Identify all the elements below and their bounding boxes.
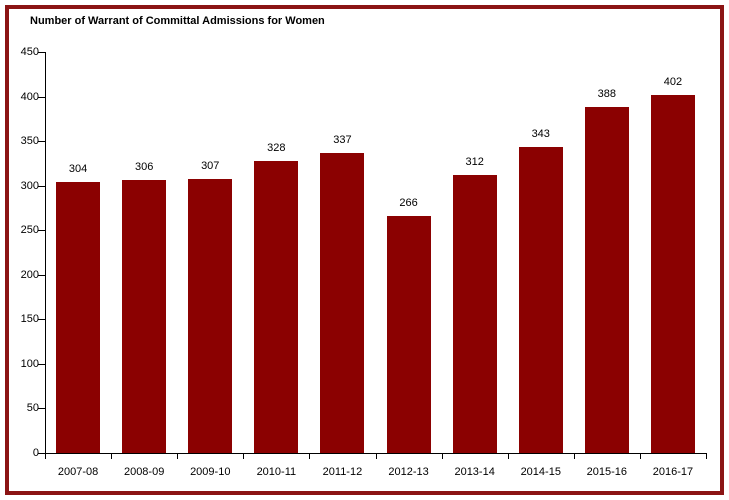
bar [320,152,365,453]
y-axis-label: 450 [20,46,39,58]
y-axis-line [45,52,46,454]
bar-value-label: 312 [465,155,484,168]
y-axis-tick [38,319,45,321]
y-axis-tick [38,185,45,187]
y-axis-tick [38,52,45,53]
bar [188,179,233,453]
y-axis-tick [38,141,45,143]
bar [650,94,695,453]
bar-value-label: 388 [597,88,617,101]
x-axis-tick [309,453,311,459]
x-axis-label: 2009-10 [190,466,231,478]
bar [386,215,431,453]
bar [584,107,629,453]
x-axis-tick [706,453,707,459]
bar-value-label: 306 [134,161,154,174]
y-axis-label: 350 [20,135,39,148]
x-axis-label: 2010-11 [256,466,297,478]
y-axis-tick [38,274,45,276]
x-axis-label: 2015-16 [586,466,628,478]
x-axis-label: 2013-14 [454,466,495,478]
y-axis-tick [38,363,45,365]
x-axis-label: 2008-09 [123,466,165,478]
x-axis-tick [573,453,575,459]
y-axis-label: 250 [20,224,39,237]
x-axis-tick [375,453,377,459]
bar [254,160,299,453]
bar-value-label: 304 [68,163,88,176]
x-axis-tick [441,453,443,459]
x-axis-tick [111,453,113,459]
bar [518,147,563,453]
y-axis-label: 400 [20,90,39,103]
bar [122,180,167,453]
x-axis-tick [639,453,641,459]
x-axis-tick [243,453,245,459]
x-axis-label: 2012-13 [388,466,429,478]
bar-value-label: 337 [333,133,352,146]
bar-value-label: 402 [663,75,683,88]
y-axis-tick [38,230,45,232]
x-axis-tick [177,453,179,459]
x-axis-label: 2016-17 [652,466,694,478]
x-axis-label: 2011-12 [322,466,363,478]
bar-value-label: 328 [267,141,286,154]
bar-value-label: 307 [201,160,220,173]
bar [452,174,497,453]
y-axis-label: 100 [20,357,39,370]
y-axis-label: 0 [32,447,39,459]
y-axis-label: 50 [26,402,39,415]
plot-area: 0 50 100 150 200 250 300 350 400 450 304 2007-08 306… [9,9,720,491]
x-axis-tick [507,453,509,459]
bar [56,182,101,453]
x-axis-label: 2014-15 [520,466,561,478]
x-axis-label: 2007-08 [57,466,99,478]
chart-frame: Number of Warrant of Committal Admission… [5,5,724,495]
y-axis-tick [38,96,45,98]
y-axis-label: 200 [20,268,39,281]
bar-value-label: 343 [531,128,550,141]
chart-title: Number of Warrant of Committal Admission… [30,15,325,27]
y-axis-tick [38,408,45,410]
y-axis-label: 300 [20,179,39,192]
x-axis-tick [45,453,46,459]
y-axis-label: 150 [20,313,39,326]
bar-value-label: 266 [399,196,418,209]
y-axis-tick [38,453,45,454]
